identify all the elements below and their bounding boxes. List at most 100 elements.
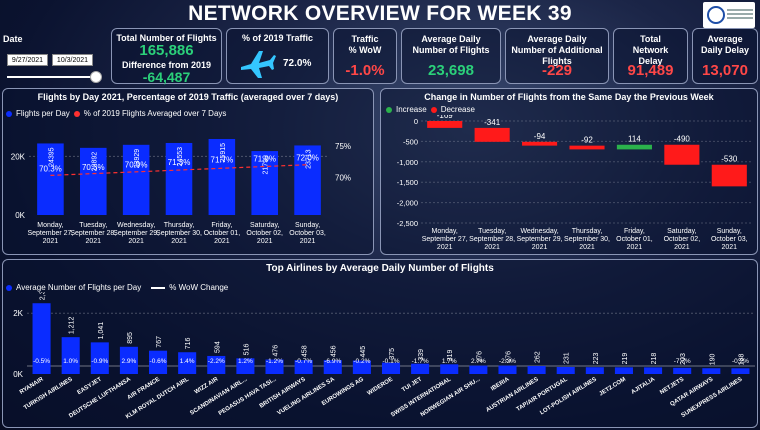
airline-bar xyxy=(207,355,226,374)
pct-2019-label: 71.9% xyxy=(253,154,276,163)
change-bar xyxy=(474,127,510,142)
legend-avg-flights-swatch-icon xyxy=(6,284,12,291)
x-tick-label: 2021 xyxy=(85,238,101,245)
x-tick-label: October 03, xyxy=(289,230,326,237)
x-tick-label: September 29, xyxy=(113,230,159,237)
x-tick-label: October 01, xyxy=(616,236,653,243)
flights-bar xyxy=(208,138,236,215)
flights-bar-label: 24553 xyxy=(177,147,184,167)
airline-bar xyxy=(352,360,371,374)
airline-bar-label: 339 xyxy=(418,349,425,361)
x-tick-label: Friday, xyxy=(211,222,232,229)
kpi-avg-additional-value: -229 xyxy=(541,62,573,79)
flights-bar-label: 23713 xyxy=(306,149,313,169)
logo-mark-icon xyxy=(707,6,725,24)
x-tick-label: Sunday, xyxy=(717,228,742,235)
kpi-avg-additional: Average Daily Number of Additional Fligh… xyxy=(505,28,609,84)
airline-bar-label: 767 xyxy=(156,336,163,348)
y-tick-label: 0K xyxy=(13,370,23,379)
flights-bar-label: 25915 xyxy=(220,143,227,163)
x-tick-label: September 28, xyxy=(469,236,515,243)
kpi-wow: Traffic % WoW -1.0% xyxy=(333,28,397,84)
wow-change-label: -0.5% xyxy=(33,358,50,365)
airline-name-label: TURKISH AIRLINES xyxy=(23,377,74,412)
x-tick-label: September 28, xyxy=(70,230,116,237)
airline-bar xyxy=(90,342,109,374)
airline-bar xyxy=(556,366,575,374)
x-tick-label: Sunday, xyxy=(295,222,320,229)
kpi-network-delay-label: Total Network Delay xyxy=(632,34,669,66)
change-bar-label: 114 xyxy=(628,135,641,144)
airline-bar-label: 223 xyxy=(593,352,600,364)
y-tick-label: -1,000 xyxy=(397,158,418,167)
y-tick-label: -500 xyxy=(403,137,418,146)
y2-tick-label: 75% xyxy=(335,142,351,151)
x-tick-label: September 27, xyxy=(422,236,468,243)
change-bar xyxy=(711,164,747,187)
airline-bar-label: 476 xyxy=(273,345,280,357)
start-date-input[interactable]: 9/27/2021 xyxy=(7,54,48,66)
date-slider-handle[interactable] xyxy=(90,71,102,83)
x-tick-label: Thursday, xyxy=(164,222,195,229)
airline-bar-label: 516 xyxy=(243,344,250,356)
flights-bar xyxy=(294,145,321,215)
kpi-total-flights-value: 165,886 xyxy=(139,42,194,59)
top-airlines-panel: Top Airlines by Average Daily Number of … xyxy=(2,259,758,428)
airline-bar-label: 2,328 xyxy=(40,292,47,300)
airline-bar xyxy=(440,364,459,374)
x-tick-label: Tuesday, xyxy=(79,222,107,229)
x-tick-label: 2021 xyxy=(300,238,316,245)
y-tick-label: 20K xyxy=(11,152,26,161)
wow-change-label: -1.2% xyxy=(266,358,283,365)
change-bar xyxy=(427,121,463,128)
airline-bar xyxy=(178,352,197,374)
change-bar-label: -92 xyxy=(581,136,593,145)
airline-bar-label: 219 xyxy=(622,353,629,365)
date-filter: Date 9/27/2021 10/3/2021 xyxy=(2,30,106,86)
airline-bar xyxy=(469,365,488,374)
airline-name-label: VUELING AIRLINES SA xyxy=(277,376,337,416)
wow-change-label: -0.6% xyxy=(150,358,167,365)
x-tick-label: 2021 xyxy=(171,238,187,245)
flights-bar xyxy=(122,144,150,215)
x-tick-label: September 29, xyxy=(517,236,563,243)
x-tick-label: 2021 xyxy=(43,238,59,245)
date-filter-label: Date xyxy=(3,34,23,44)
airline-name-label: RYANAIR xyxy=(19,376,45,396)
wow-change-label: -6.9% xyxy=(324,358,341,365)
airline-bar xyxy=(673,367,692,374)
flights-by-day-panel: Flights by Day 2021, Percentage of 2019 … xyxy=(2,88,374,255)
airline-bar-label: 1,212 xyxy=(69,317,76,335)
wow-change-label: -2.2% xyxy=(208,358,225,365)
change-flights-legend: Increase Decrease xyxy=(386,105,475,114)
date-slider-track[interactable] xyxy=(7,76,97,78)
change-bar xyxy=(616,144,652,150)
airline-bar-label: 1,041 xyxy=(98,322,105,340)
change-bar xyxy=(664,144,700,165)
wow-change-label: -0.2% xyxy=(353,358,370,365)
airline-bar xyxy=(236,358,255,374)
kpi-diff-value: -64,487 xyxy=(142,69,191,85)
wow-change-label: -0.2% xyxy=(732,358,749,365)
pct-2019-label: 72.0% xyxy=(296,154,319,163)
kpi-diff-label: Difference from 2019 xyxy=(121,60,212,70)
airline-bar-label: 188 xyxy=(738,353,745,365)
kpi-pct-2019: % of 2019 Traffic 72.0% xyxy=(226,28,329,84)
airline-bar xyxy=(323,360,342,374)
x-tick-label: October 01, xyxy=(204,230,241,237)
wow-change-label: 1.7% xyxy=(442,358,457,365)
airline-name-label: LOT-POLISH AIRLINES xyxy=(539,377,598,417)
kpi-avg-daily: Average Daily Number of Flights 23,698 xyxy=(401,28,501,84)
legend-flights-per-day: Flights per Day xyxy=(16,109,70,118)
end-date-input[interactable]: 10/3/2021 xyxy=(52,54,93,66)
x-tick-label: September 30, xyxy=(156,230,202,237)
airline-bar xyxy=(702,368,721,374)
y2-tick-label: 70% xyxy=(335,173,351,182)
wow-change-label: -2.2% xyxy=(499,358,516,365)
x-tick-label: Thursday, xyxy=(572,228,603,235)
airline-name-label: NORWEGIAN AIR SHU... xyxy=(420,376,482,418)
flights-by-day-legend: Flights per Day % of 2019 Flights Averag… xyxy=(6,109,226,118)
airline-name-label: NETJETS xyxy=(659,377,685,396)
wow-change-label: 2.9% xyxy=(122,358,137,365)
logo-text-lines-icon xyxy=(727,9,753,11)
